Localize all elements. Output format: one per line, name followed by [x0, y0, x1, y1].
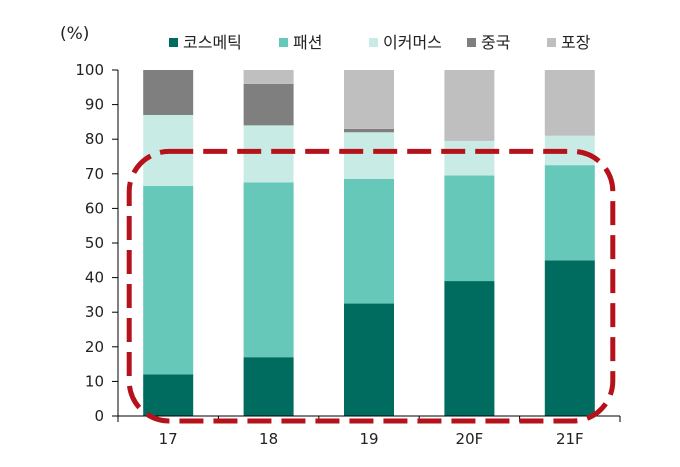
bar-segment-5-21F	[544, 70, 595, 136]
x-tick-label: 21F	[556, 430, 584, 448]
legend-label: 포장	[561, 33, 591, 52]
legend-swatch	[169, 38, 178, 47]
bar-segment-4-17	[143, 70, 194, 115]
y-tick-label: 80	[85, 130, 104, 148]
y-tick-label: 10	[85, 372, 104, 390]
legend-label: 중국	[481, 33, 510, 52]
bar-segment-4-19	[344, 128, 394, 133]
legend-swatch	[467, 38, 476, 47]
bar-segment-5-19	[344, 70, 394, 129]
legend-swatch	[369, 38, 378, 47]
y-tick-label: 20	[85, 338, 104, 356]
bar-segment-1-18	[243, 357, 294, 416]
y-axis: 0 10 20 30 40 50 60 70 80 90 100	[75, 61, 119, 425]
legend-label: 이커머스	[383, 33, 442, 52]
bar-segment-1-17	[143, 374, 194, 416]
bar-segment-1-20F	[444, 281, 495, 416]
bar-segment-2-17	[143, 185, 194, 375]
legend-label: 패션	[293, 33, 322, 52]
y-tick-label: 30	[85, 303, 104, 321]
legend-swatch	[279, 38, 288, 47]
y-tick-label: 70	[85, 165, 104, 183]
bar-segment-2-18	[243, 182, 294, 358]
bar-segment-5-20F	[444, 70, 495, 141]
bar-segment-3-19	[344, 132, 394, 179]
legend: 코스메틱 패션 이커머스 중국 포장	[169, 33, 591, 52]
x-axis: 17 18 19 20F 21F	[117, 415, 621, 448]
bars	[143, 70, 595, 416]
x-tick-label: 20F	[456, 430, 484, 448]
bar-segment-3-20F	[444, 140, 495, 176]
annotation-group	[126, 148, 616, 424]
y-tick-label: 100	[75, 61, 104, 79]
x-tick-label: 18	[259, 430, 278, 448]
x-tick-label: 17	[159, 430, 178, 448]
legend-swatch	[547, 38, 556, 47]
y-tick-label: 0	[94, 407, 104, 425]
y-tick-label: 40	[85, 269, 104, 287]
y-tick-label: 60	[85, 199, 104, 217]
x-tick-label: 19	[359, 430, 378, 448]
bar-segment-1-21F	[544, 260, 595, 416]
y-tick-label: 90	[85, 96, 104, 114]
y-unit-label: (%)	[60, 24, 89, 44]
y-tick-label: 50	[85, 234, 104, 252]
bar-segment-4-18	[243, 83, 294, 126]
bar-segment-2-19	[344, 178, 394, 304]
bar-segment-2-20F	[444, 175, 495, 282]
highlight-dashed-box	[126, 148, 616, 424]
bar-segment-2-21F	[544, 165, 595, 261]
legend-label: 코스메틱	[183, 33, 242, 52]
bar-segment-5-18	[243, 70, 294, 84]
bar-segment-1-19	[344, 303, 394, 416]
